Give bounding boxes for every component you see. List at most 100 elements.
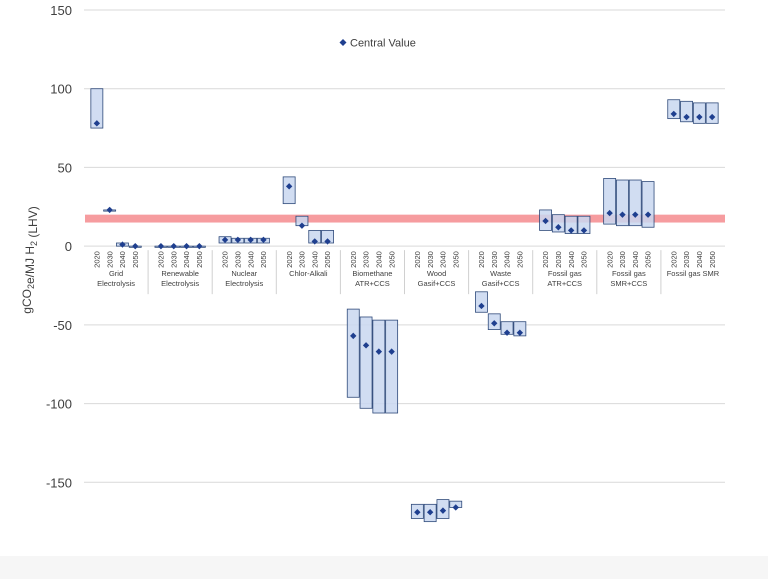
range-box — [359, 316, 373, 409]
y-tick-label: -50 — [53, 318, 72, 333]
threshold-band — [85, 214, 725, 223]
y-tick-label: -100 — [46, 397, 72, 412]
year-label: 2040 — [310, 251, 319, 268]
central-value-marker — [362, 342, 370, 349]
central-value-marker — [555, 224, 562, 231]
range-box — [372, 319, 386, 414]
category-label: Wood — [427, 269, 446, 278]
year-label: 2050 — [387, 251, 396, 268]
year-label: 2040 — [118, 251, 127, 268]
year-label: 2040 — [503, 251, 512, 268]
y-tick-label: 100 — [50, 82, 72, 97]
central-value-marker — [491, 320, 498, 327]
range-box — [641, 181, 655, 228]
central-value-marker — [619, 211, 626, 218]
central-value-marker — [119, 241, 126, 248]
year-label: 2050 — [515, 251, 524, 268]
bottom-strip — [0, 556, 768, 579]
category-label: Electrolysis — [225, 279, 263, 288]
central-value-marker — [260, 236, 267, 244]
central-value-marker — [106, 206, 113, 214]
year-label: 2030 — [362, 251, 371, 268]
central-value-marker — [644, 211, 652, 218]
year-label: 2040 — [567, 251, 576, 268]
central-value-marker — [516, 329, 524, 336]
axis-labels: 150100500-50-100-150-2002020203020402050… — [46, 3, 720, 569]
central-value-marker — [170, 242, 177, 250]
central-value-marker — [247, 236, 254, 244]
year-label: 2040 — [374, 251, 383, 268]
legend-marker-icon — [339, 39, 347, 46]
year-label: 2040 — [631, 251, 640, 268]
year-label: 2050 — [259, 251, 268, 268]
category-label: Grid — [109, 269, 123, 278]
year-label: 2040 — [182, 251, 191, 268]
central-value-marker — [157, 242, 165, 250]
central-value-marker — [606, 209, 613, 217]
year-label: 2020 — [605, 251, 614, 268]
category-label: Nuclear — [231, 269, 257, 278]
central-value-marker — [221, 236, 229, 244]
central-value-marker — [183, 242, 190, 250]
category-label: Electrolysis — [97, 279, 135, 288]
range-box — [385, 319, 399, 414]
year-label: 2030 — [682, 251, 691, 268]
central-value-marker — [298, 222, 306, 229]
central-value-marker — [478, 302, 485, 310]
central-value-marker — [388, 348, 395, 355]
year-label: 2030 — [618, 251, 627, 268]
year-label: 2050 — [708, 251, 717, 268]
central-value-marker — [580, 227, 588, 234]
y-axis-label: gCO2e/MJ H2 (LHV) — [20, 206, 40, 313]
range-box — [616, 179, 629, 227]
year-label: 2030 — [105, 251, 114, 268]
y-tick-label: 150 — [50, 3, 72, 18]
central-value-marker — [426, 508, 434, 516]
category-label: Electrolysis — [161, 279, 199, 288]
central-value-marker — [503, 329, 511, 336]
central-value-marker — [132, 242, 139, 250]
category-label: Waste — [490, 269, 511, 278]
year-label: 2050 — [451, 251, 460, 268]
central-value-marker — [542, 217, 549, 225]
central-value-marker — [632, 211, 639, 218]
threshold-band-layer — [85, 214, 725, 223]
central-value-marker — [696, 113, 703, 121]
range-box — [628, 179, 642, 227]
central-value-marker — [375, 348, 383, 355]
year-label: 2020 — [92, 251, 101, 268]
year-label: 2040 — [439, 251, 448, 268]
central-value-marker — [683, 113, 690, 121]
category-label: ATR+CCS — [547, 279, 582, 288]
category-label: Gasif+CCS — [418, 279, 456, 288]
year-label: 2050 — [195, 251, 204, 268]
year-label: 2050 — [644, 251, 653, 268]
year-label: 2030 — [298, 251, 307, 268]
category-label: Fossil gas — [612, 269, 646, 278]
year-label: 2030 — [426, 251, 435, 268]
range-box — [282, 176, 296, 205]
range-box — [603, 178, 617, 225]
year-label: 2020 — [157, 251, 166, 268]
category-label: SMR+CCS — [610, 279, 647, 288]
y-tick-label: -150 — [46, 475, 72, 490]
central-value-marker — [196, 242, 203, 250]
year-label: 2030 — [490, 251, 499, 268]
category-label: ATR+CCS — [355, 279, 390, 288]
range-box — [705, 102, 719, 124]
year-label: 2030 — [554, 251, 563, 268]
year-label: 2020 — [477, 251, 486, 268]
year-label: 2020 — [285, 251, 294, 268]
year-label: 2020 — [541, 251, 550, 268]
category-label: Gasif+CCS — [482, 279, 520, 288]
range-box — [90, 88, 104, 129]
central-value-marker — [350, 332, 357, 340]
year-label: 2030 — [169, 251, 178, 268]
range-boxes — [90, 88, 719, 523]
central-value-marker — [670, 110, 677, 118]
year-label: 2050 — [580, 251, 589, 268]
category-label: Biomethane — [352, 269, 392, 278]
y-tick-label: 0 — [65, 239, 72, 254]
central-value-marker — [567, 227, 575, 234]
